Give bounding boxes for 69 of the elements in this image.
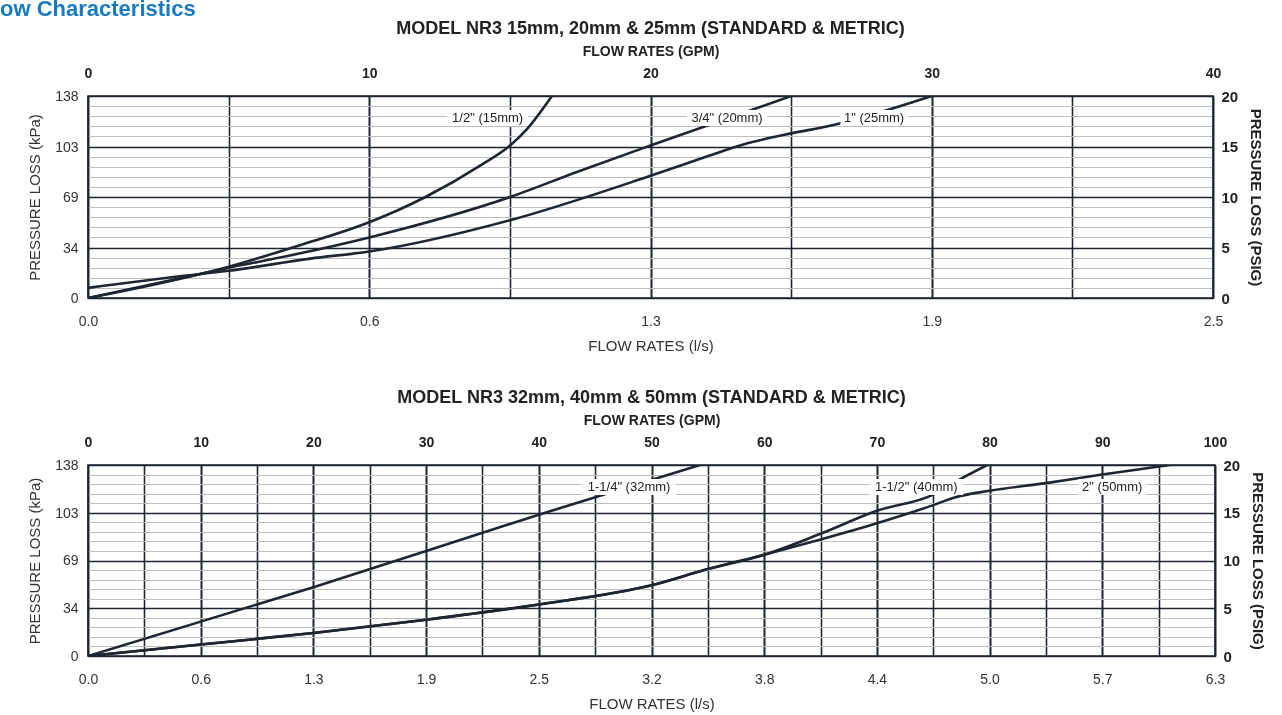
y-tick-label: 69	[62, 188, 79, 205]
x-tick-label: 4.4	[867, 670, 888, 687]
x2-tick-label: 80	[982, 433, 999, 450]
y-tick-label: 34	[62, 239, 79, 256]
x-tick-label: 3.2	[642, 670, 662, 687]
y-tick-label: 103	[55, 504, 79, 521]
chart-title: MODEL NR3 15mm, 20mm & 25mm (STANDARD & METRIC)	[396, 18, 905, 38]
text: ow Characteristics	[0, 0, 196, 22]
y2-axis-title: PRESSURE LOSS (PSIG)	[1248, 108, 1266, 287]
y-tick-label: 69	[62, 552, 79, 568]
y2-tick-label: 5	[1223, 599, 1232, 617]
y-tick-label: 103	[55, 138, 79, 155]
y2-axis-title: PRESSURE LOSS (PSIG)	[1250, 472, 1268, 650]
y2-tick-label: 5	[1221, 239, 1230, 256]
x2-tick-label: 0	[84, 433, 93, 450]
x2-tick-label: 40	[1205, 64, 1222, 81]
x-tick-label: 5.0	[980, 670, 1001, 687]
x-tick-label: 0.6	[360, 312, 380, 329]
x-tick-label: 1.9	[416, 670, 437, 687]
y2-tick-label: 20	[1223, 456, 1241, 474]
y-tick-label: 0	[70, 289, 79, 306]
x-tick-label: 2.5	[529, 670, 550, 687]
y-tick-label: 34	[62, 600, 79, 617]
x-tick-label: 2.5	[1203, 312, 1224, 329]
x2-axis-title: FLOW RATES (GPM)	[582, 42, 720, 59]
x-tick-label: 1.3	[304, 670, 324, 687]
x2-tick-label: 90	[1095, 433, 1111, 450]
y2-tick-label: 15	[1223, 504, 1241, 522]
x2-tick-label: 20	[306, 433, 322, 450]
x2-tick-label: 20	[643, 64, 659, 81]
x2-tick-label: 30	[418, 433, 435, 450]
y2-tick-label: 20	[1221, 87, 1239, 105]
series-label: 1" (25mm)	[843, 110, 905, 125]
y2-tick-label: 10	[1221, 188, 1239, 206]
series-label: 1/2" (15mm)	[452, 110, 524, 125]
y2-tick-label: 0	[1223, 647, 1232, 665]
chart-title: MODEL NR3 32mm, 40mm & 50mm (STANDARD & METRIC)	[397, 387, 906, 407]
y-axis-title: PRESSURE LOSS (kPa)	[26, 477, 44, 645]
series-label: 1-1/4" (32mm)	[587, 479, 671, 494]
series-label: 2" (50mm)	[1082, 479, 1143, 494]
x-tick-label: 3.8	[754, 670, 775, 687]
y-axis-title: PRESSURE LOSS (kPa)	[26, 114, 44, 281]
x2-axis-title: FLOW RATES (GPM)	[583, 411, 721, 428]
x2-tick-label: 10	[193, 433, 210, 450]
x2-tick-label: 40	[531, 433, 548, 450]
x-tick-label: 6.3	[1205, 670, 1226, 687]
x-axis-title: FLOW RATES (l/s)	[589, 694, 715, 712]
x2-tick-label: 60	[756, 433, 773, 450]
x-axis-title: FLOW RATES (l/s)	[588, 336, 714, 354]
y2-tick-label: 15	[1221, 138, 1239, 155]
y2-tick-label: 10	[1223, 552, 1241, 569]
y2-tick-label: 0	[1221, 289, 1230, 307]
x-tick-label: 1.3	[641, 312, 661, 329]
y-tick-label: 138	[55, 456, 79, 473]
x-tick-label: 1.9	[922, 312, 943, 329]
x2-tick-label: 30	[924, 64, 941, 81]
series-label: 1-1/2" (40mm)	[875, 479, 958, 494]
x2-tick-label: 70	[869, 433, 886, 450]
x2-tick-label: 10	[361, 64, 378, 81]
x-tick-label: 5.7	[1093, 670, 1113, 687]
series-label: 3/4" (20mm)	[691, 110, 763, 125]
x-tick-label: 0.6	[191, 670, 212, 687]
y-tick-label: 0	[70, 647, 79, 664]
x-tick-label: 0.0	[78, 670, 99, 687]
x2-tick-label: 0	[84, 64, 93, 81]
x2-tick-label: 100	[1203, 433, 1228, 450]
y-tick-label: 138	[55, 87, 79, 104]
x2-tick-label: 50	[644, 433, 660, 450]
x-tick-label: 0.0	[78, 312, 99, 329]
